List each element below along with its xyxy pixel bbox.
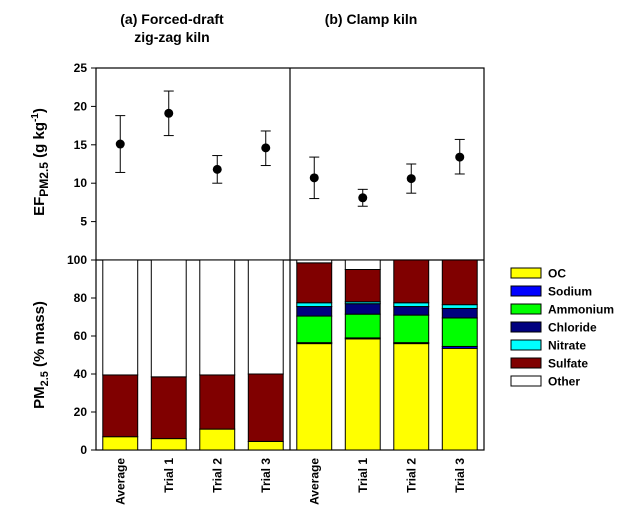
panel-b-bar-nitrate [393, 302, 430, 308]
ef-y-tick-label: 10 [74, 176, 88, 190]
legend-label-ammonium: Ammonium [548, 303, 614, 317]
legend-swatch-chloride [510, 321, 542, 333]
panel-b-point [358, 193, 368, 203]
panel-a-category-label: Average [113, 458, 127, 505]
svg-text:EFPM2.5 (g kg-1): EFPM2.5 (g kg-1) [30, 108, 51, 216]
legend-label-sulfate: Sulfate [548, 357, 588, 371]
panel-b-bar-chloride [393, 306, 430, 316]
panel-b-bar-nitrate [296, 302, 333, 308]
panel-a-title-line1: (a) Forced-draft [120, 11, 224, 27]
panel-b-bar-other [344, 259, 381, 270]
panel-b-bar-oc [344, 338, 381, 451]
panel-a-bar-other [150, 259, 187, 378]
panel-b-bar-chloride [296, 306, 333, 317]
panel-a-bar-oc [247, 440, 284, 451]
legend-swatch-sodium [510, 285, 542, 297]
panel-b-category-label: Trial 3 [453, 458, 467, 493]
svg-text:PM2.5 (% mass): PM2.5 (% mass) [31, 301, 51, 409]
panel-a-point [261, 143, 271, 153]
legend-label-sodium: Sodium [548, 285, 592, 299]
panel-a-bar-sulfate [102, 374, 139, 438]
panel-a-bar-other [247, 259, 284, 375]
panel-b-category-label: Trial 2 [404, 458, 418, 493]
panel-a-bar-sulfate [247, 373, 284, 442]
panel-a-point [115, 139, 125, 149]
panel-a-bar-oc [102, 436, 139, 451]
pm-y-tick-label: 20 [74, 405, 88, 419]
ef-y-tick-label: 15 [74, 138, 88, 152]
panel-b-bar-oc [296, 343, 333, 451]
pm-y-tick-label: 80 [74, 291, 88, 305]
legend-swatch-sulfate [510, 357, 542, 369]
legend-swatch-ammonium [510, 303, 542, 315]
panel-b-bar-sulfate [296, 262, 333, 304]
panel-a-bar-oc [150, 438, 187, 451]
panel-b-bar-oc [441, 347, 478, 451]
panel-b-bar-ammonium [393, 314, 430, 344]
legend-swatch-oc [510, 267, 542, 279]
panel-b-bar-sulfate [344, 269, 381, 303]
ef-y-tick-label: 5 [80, 215, 87, 229]
panel-a-bar-other [199, 259, 236, 376]
panel-b-bar-sulfate [393, 259, 430, 304]
legend-label-other: Other [548, 375, 580, 389]
panel-a-category-label: Trial 2 [210, 458, 224, 493]
ef-y-axis-label: EFPM2.5 (g kg-1) [30, 108, 51, 216]
legend-label-oc: OC [548, 267, 566, 281]
panel-b-bar-chloride [344, 303, 381, 315]
ef-y-tick-label: 20 [74, 99, 88, 113]
pm-y-tick-label: 60 [74, 329, 88, 343]
panel-b-bar-ammonium [296, 315, 333, 344]
legend: OC Sodium Ammonium Chloride Nitrate Sulfate Ot… [510, 267, 614, 389]
legend-label-chloride: Chloride [548, 321, 597, 335]
panel-b-bar-ammonium [441, 317, 478, 347]
pm-y-tick-label: 100 [67, 253, 87, 267]
panel-a-bar-sulfate [150, 376, 187, 440]
legend-swatch-other [510, 375, 542, 387]
panel-a-bar-sulfate [199, 374, 236, 430]
panel-a-bar-other [102, 259, 139, 376]
pm-y-axis-label: PM2.5 (% mass) [31, 301, 51, 409]
panel-b-bar-chloride [441, 307, 478, 319]
ef-y-tick-label: 25 [74, 61, 88, 75]
legend-swatch-nitrate [510, 339, 542, 351]
panel-b-category-label: Trial 1 [356, 458, 370, 493]
panel-b-category-label: Average [307, 458, 321, 505]
panel-b-point [309, 173, 319, 183]
legend-label-nitrate: Nitrate [548, 339, 586, 353]
panel-a-category-label: Trial 3 [259, 458, 273, 493]
panel-a-point [212, 164, 222, 174]
panel-a-title-line2: zig-zag kiln [134, 29, 209, 45]
panel-b-point [455, 152, 465, 162]
panel-a-bar-oc [199, 428, 236, 451]
pm-y-tick-label: 40 [74, 367, 88, 381]
panel-b-bar-nitrate [441, 304, 478, 309]
panel-b-bar-ammonium [344, 313, 381, 339]
panel-b-bar-oc [393, 343, 430, 451]
panel-b-title: (b) Clamp kiln [325, 11, 418, 27]
panel-b-bar-other [296, 259, 333, 264]
panel-a-point [164, 108, 174, 118]
panel-a-category-label: Trial 1 [162, 458, 176, 493]
panel-b-bar-sulfate [441, 259, 478, 306]
panel-b-point [406, 174, 416, 184]
pm-y-tick-label: 0 [80, 443, 87, 457]
